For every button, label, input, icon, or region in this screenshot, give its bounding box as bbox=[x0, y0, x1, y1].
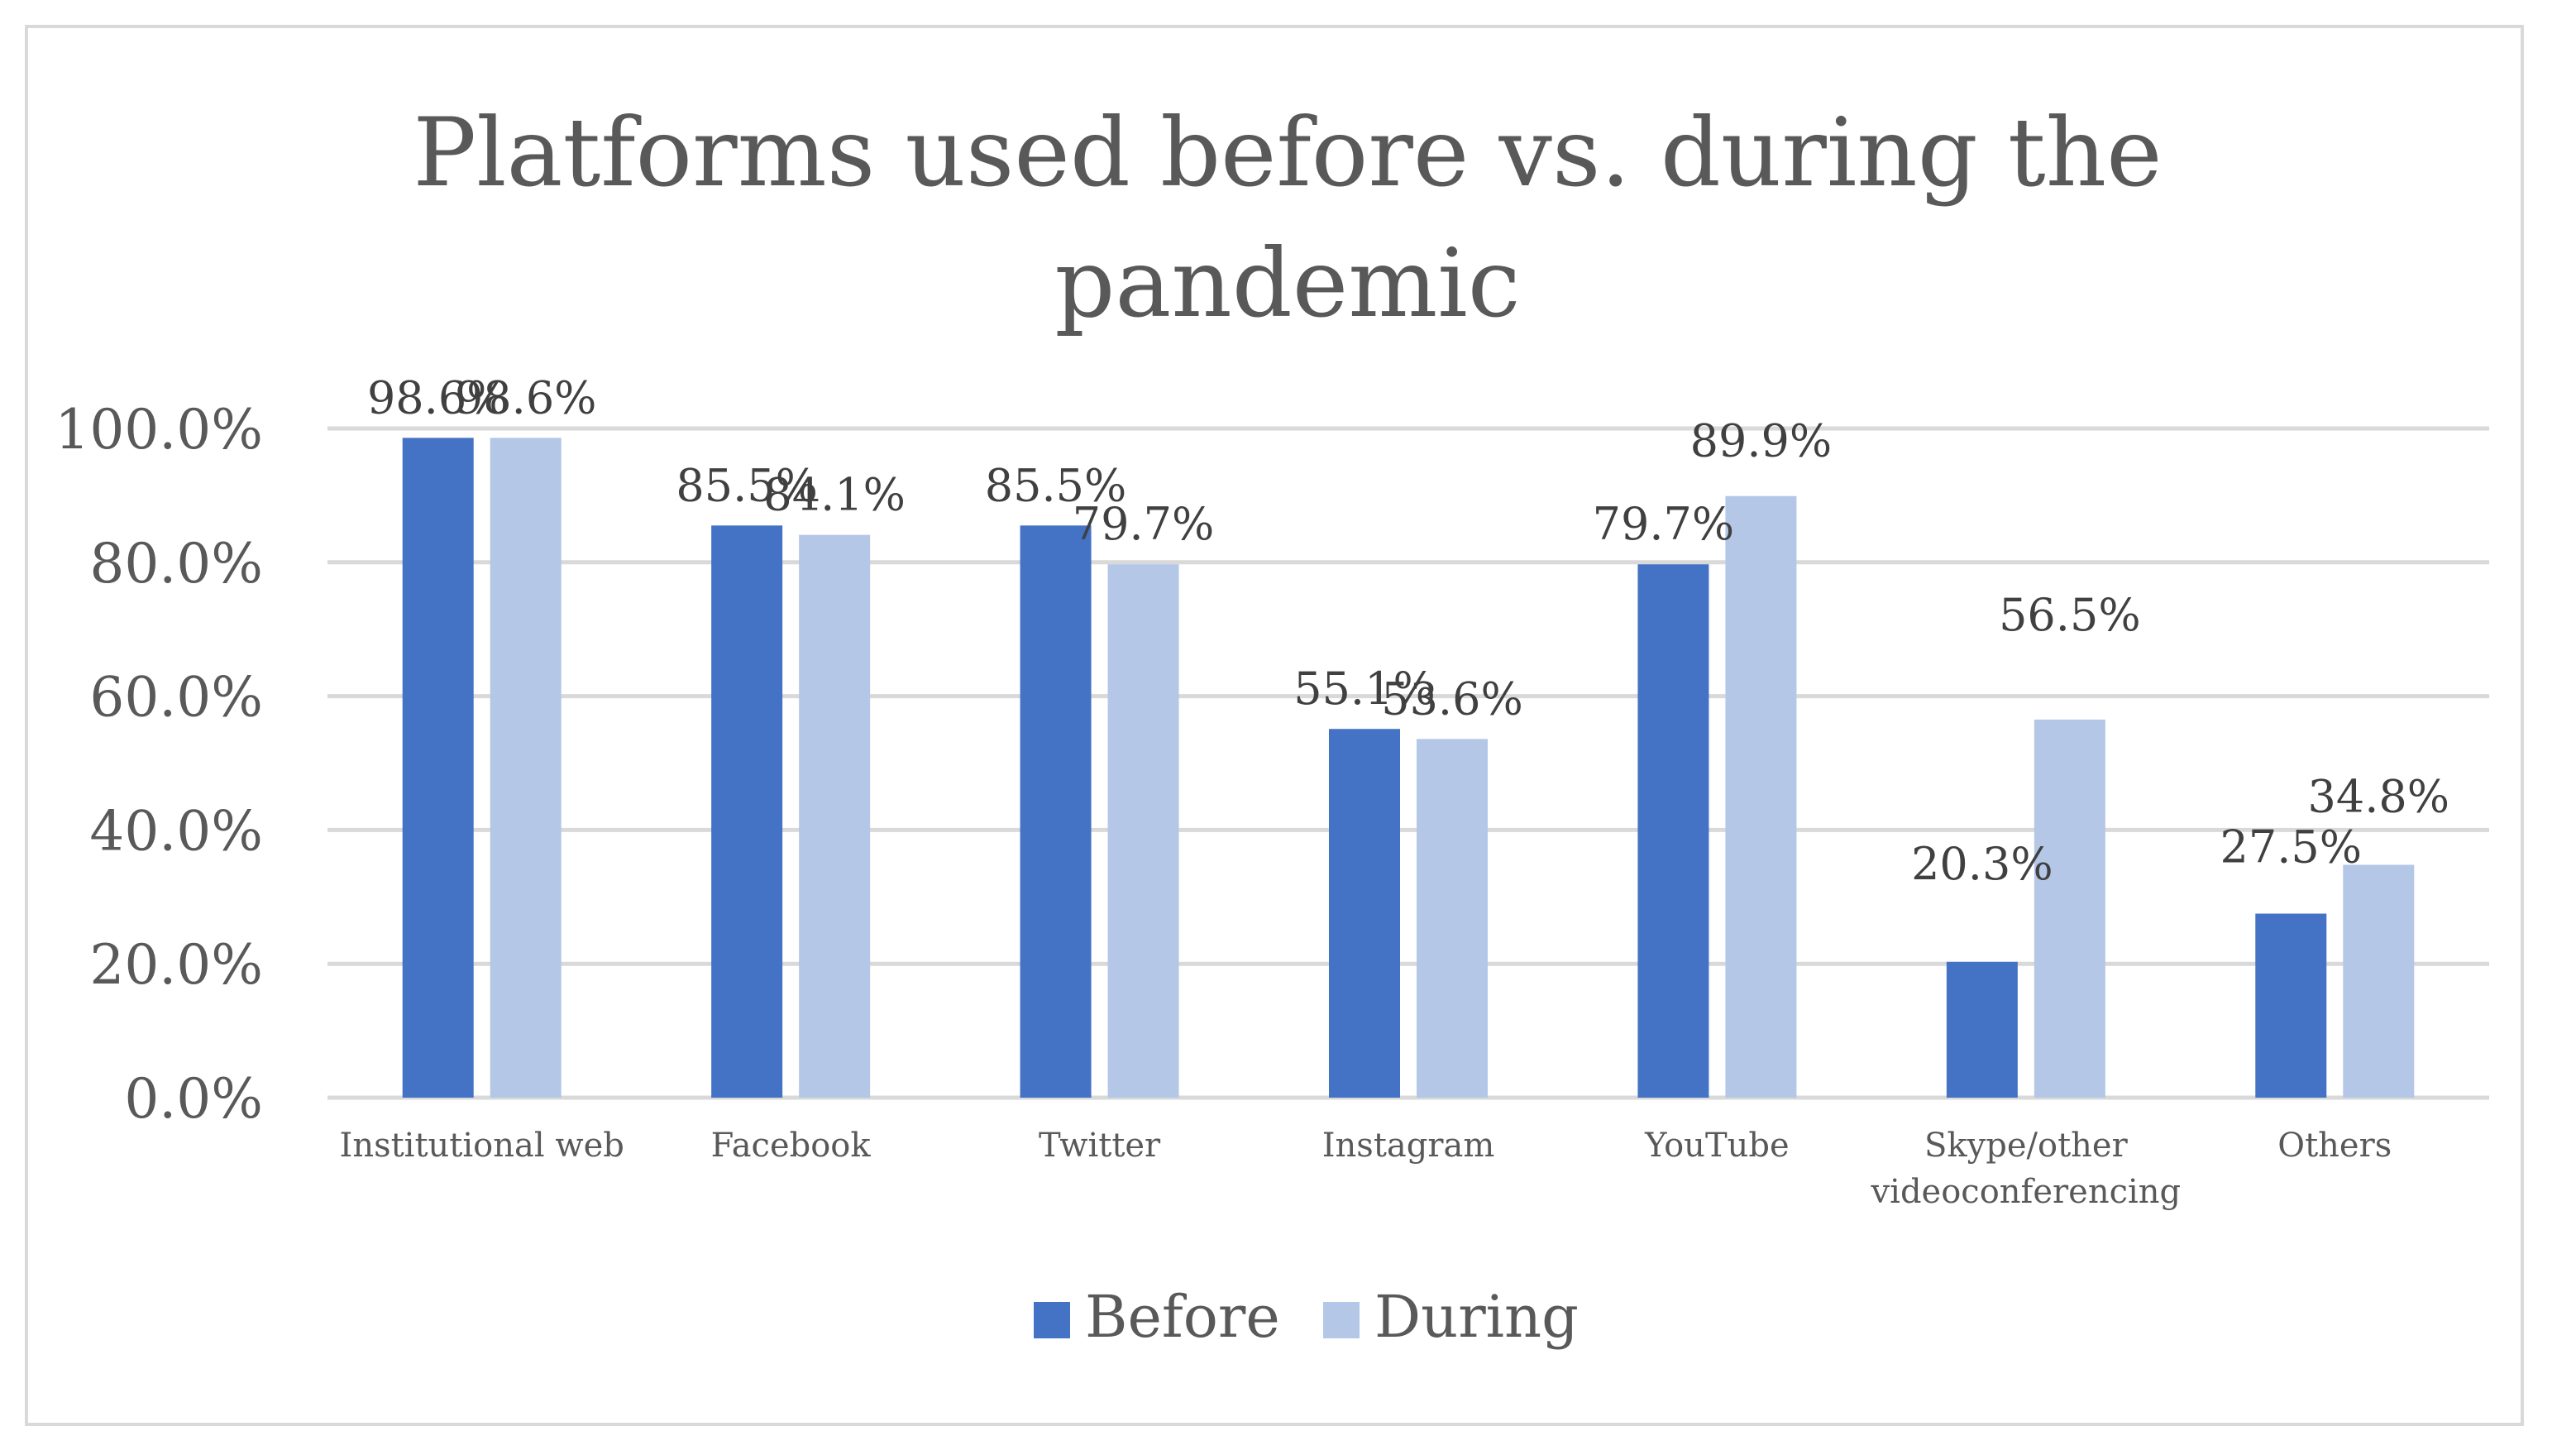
data-label: 85.5% bbox=[985, 459, 1127, 511]
y-tick-label: 40.0% bbox=[89, 799, 263, 863]
data-label: 98.6% bbox=[455, 371, 597, 424]
legend-swatch-during bbox=[1323, 1302, 1360, 1338]
bar-during bbox=[799, 534, 871, 1098]
bar-during bbox=[2343, 864, 2415, 1098]
bar-before bbox=[1946, 961, 2018, 1098]
data-label: 79.7% bbox=[1593, 498, 1735, 550]
legend-label: During bbox=[1374, 1283, 1579, 1351]
bar-before bbox=[1020, 525, 1092, 1098]
y-tick-label: 100.0% bbox=[55, 398, 263, 462]
chart-title-line: pandemic bbox=[1054, 228, 1520, 338]
x-tick-label: Institutional web bbox=[340, 1127, 624, 1165]
bar-during bbox=[1725, 495, 1797, 1098]
data-labels: 98.6%98.6%85.5%84.1% 85.5%79.7%55.1%53.6%… bbox=[367, 371, 2449, 889]
bar-during bbox=[1107, 564, 1179, 1098]
x-tick-label: Skype/other bbox=[1924, 1127, 2129, 1165]
bars bbox=[402, 438, 2415, 1098]
x-axis-category-labels: Institutional web Facebook Twitter Instagra… bbox=[340, 1127, 2392, 1211]
bar-before bbox=[1329, 729, 1400, 1098]
bar-before bbox=[1637, 564, 1709, 1098]
y-axis-tick-labels: 0.0% 20.0% 40.0% 60.0% 80.0% 100.0% bbox=[55, 398, 263, 1131]
data-label: 79.7% bbox=[1073, 498, 1215, 550]
data-label: 84.1% bbox=[763, 469, 906, 521]
x-tick-label: Others bbox=[2277, 1127, 2392, 1165]
bar-during bbox=[2034, 719, 2105, 1098]
x-tick-label: Instagram bbox=[1322, 1127, 1495, 1165]
legend-swatch-before bbox=[1034, 1302, 1070, 1338]
data-label: 89.9% bbox=[1690, 415, 1833, 467]
x-tick-label: Facebook bbox=[711, 1127, 872, 1165]
y-tick-label: 20.0% bbox=[89, 933, 263, 997]
data-label: 56.5% bbox=[1999, 589, 2141, 641]
bar-before bbox=[711, 525, 783, 1098]
data-label: 53.6% bbox=[1381, 672, 1523, 725]
y-tick-label: 80.0% bbox=[89, 532, 263, 596]
x-tick-label: YouTube bbox=[1644, 1127, 1790, 1165]
chart-title-line: Platforms used before vs. during the bbox=[413, 98, 2162, 208]
bar-before bbox=[2255, 913, 2327, 1098]
legend-label: Before bbox=[1085, 1283, 1280, 1351]
legend: Before During bbox=[1034, 1283, 1579, 1351]
y-tick-label: 60.0% bbox=[89, 666, 263, 730]
data-label: 34.8% bbox=[2308, 770, 2450, 822]
data-label: 85.5% bbox=[676, 459, 818, 511]
data-label: 98.6% bbox=[367, 371, 509, 424]
data-label: 20.3% bbox=[1911, 838, 2053, 890]
gridlines bbox=[327, 426, 2489, 1100]
x-tick-label: videoconferencing bbox=[1871, 1173, 2182, 1211]
y-tick-label: 0.0% bbox=[124, 1067, 263, 1131]
bar-before bbox=[402, 438, 474, 1098]
x-tick-label: Twitter bbox=[1039, 1127, 1161, 1165]
chart-title: Platforms used before vs. during the pand… bbox=[413, 98, 2162, 338]
bar-during bbox=[490, 438, 562, 1098]
bar-during bbox=[1417, 739, 1488, 1098]
data-label: 27.5% bbox=[2220, 821, 2363, 873]
data-label: 55.1% bbox=[1293, 663, 1436, 715]
